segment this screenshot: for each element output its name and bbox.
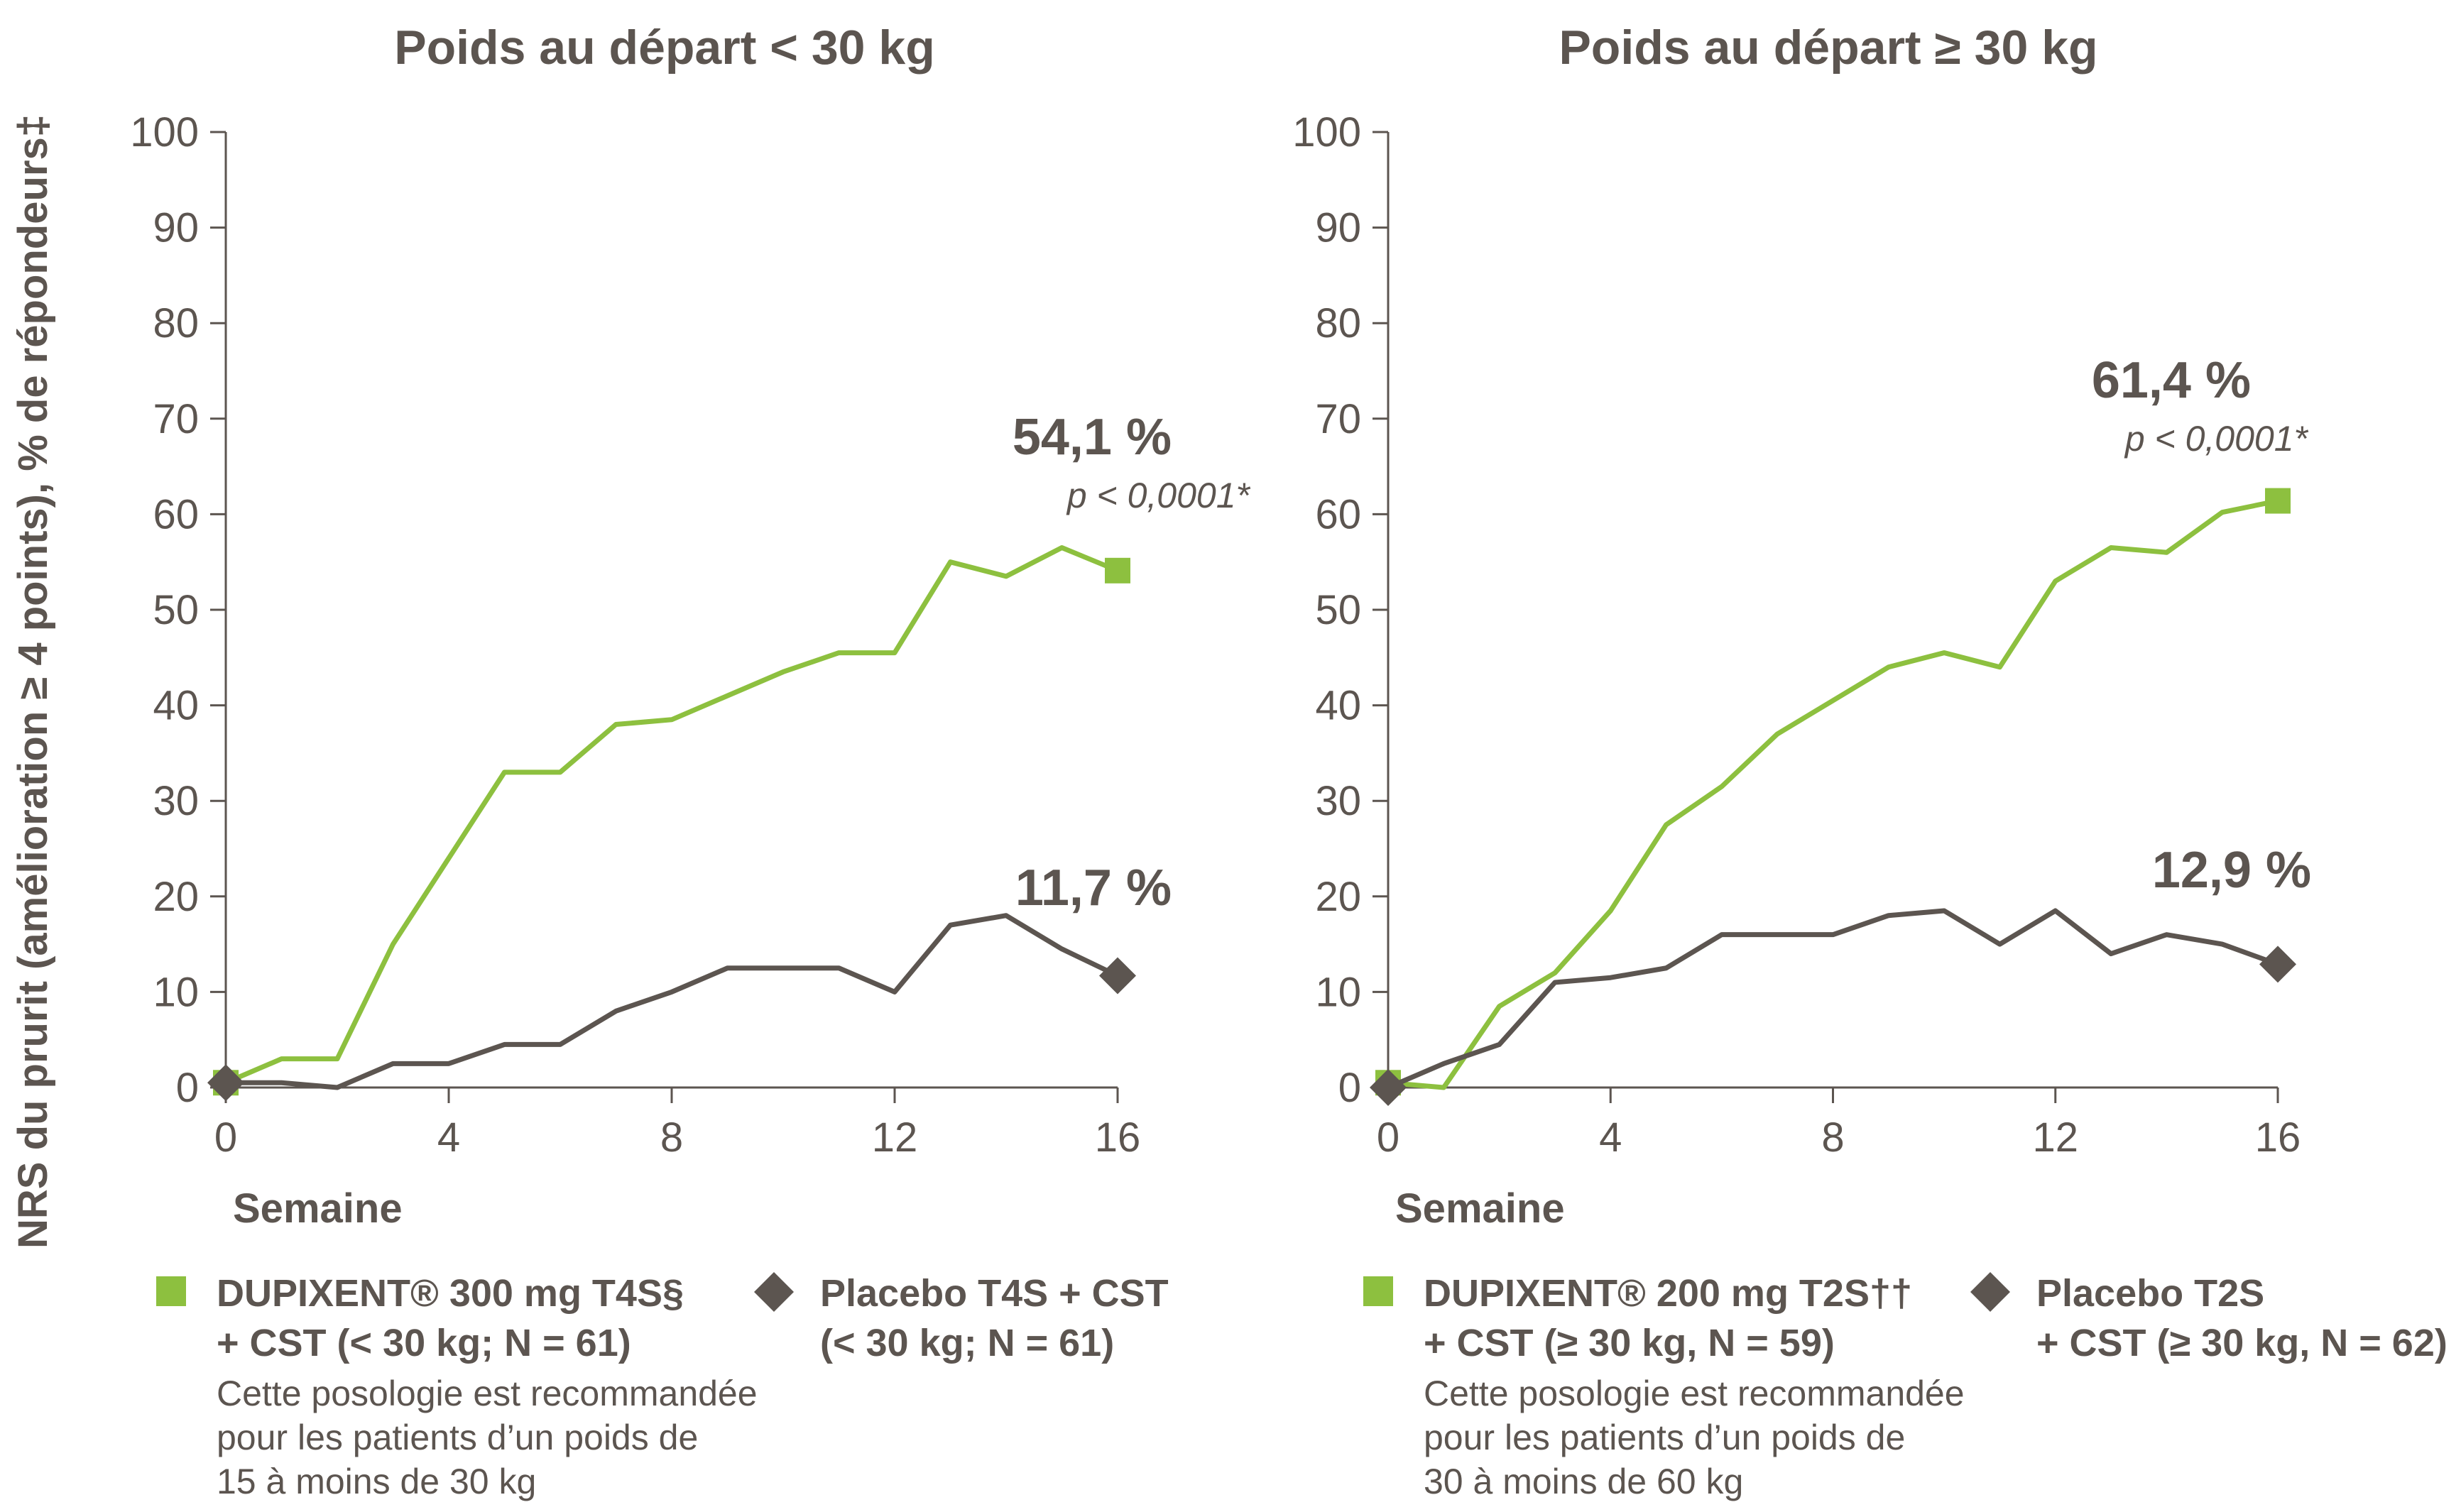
legend-note: 15 à moins de 30 kg [217,1462,536,1501]
y-tick-label: 50 [153,587,199,633]
legend-label: Placebo T4S + CST [820,1272,1169,1315]
legend-swatch-square [1363,1276,1393,1306]
y-tick-label: 30 [1315,778,1361,824]
y-tick-label: 70 [153,396,199,442]
y-tick-label: 0 [176,1065,199,1111]
p-value-annotation: p < 0,0001* [1066,476,1251,515]
legend-swatch-square [156,1276,186,1306]
legend-note: Cette posologie est recommandée [217,1374,758,1413]
legend-note: pour les patients d’un poids de [1424,1418,1905,1457]
legend-note: 30 à moins de 60 kg [1424,1462,1743,1501]
chart-panel-1: Poids au départ < 30 kg01020304050607080… [130,21,1250,1501]
x-axis-label: Semaine [233,1185,403,1232]
legend-label: + CST (≥ 30 kg, N = 62) [2036,1322,2448,1364]
series-line-placebo [226,913,1119,1090]
value-annotation: 54,1 % [1013,409,1172,466]
legend-label: (< 30 kg; N = 61) [820,1322,1114,1364]
value-annotation: 12,9 % [2152,842,2311,899]
data-point-square [2265,488,2291,514]
series-line-dupixent [224,545,1119,1085]
y-axis-label: NRS du prurit (amélioration ≥ 4 points),… [10,114,56,1249]
y-tick-label: 50 [1315,587,1361,633]
y-tick-label: 0 [1338,1065,1361,1111]
y-tick-label: 30 [153,778,199,824]
chart-title: Poids au départ ≥ 30 kg [1559,21,2097,75]
x-tick-label: 4 [1599,1114,1622,1161]
legend-note: pour les patients d’un poids de [217,1418,698,1457]
series-line-dupixent [1387,498,2279,1090]
y-tick-label: 80 [153,300,199,346]
y-tick-label: 100 [1292,109,1361,155]
series-line-placebo [1387,908,2279,1090]
legend-swatch-diamond [754,1272,794,1312]
y-tick-label: 10 [1315,969,1361,1015]
x-tick-label: 0 [214,1114,237,1161]
y-tick-label: 40 [1315,683,1361,729]
x-axis-label: Semaine [1395,1185,1565,1232]
x-tick-label: 16 [2255,1114,2301,1161]
legend-label: + CST (< 30 kg; N = 61) [217,1322,631,1364]
chart-panel-2: Poids au départ ≥ 30 kg01020304050607080… [1292,21,2448,1501]
data-point-diamond [1370,1069,1407,1106]
x-tick-label: 4 [437,1114,460,1161]
value-annotation: 61,4 % [2092,352,2251,409]
y-tick-label: 80 [1315,300,1361,346]
legend-label: Placebo T2S [2036,1272,2264,1315]
x-tick-label: 16 [1095,1114,1141,1161]
y-tick-label: 70 [1315,396,1361,442]
x-tick-label: 8 [1821,1114,1844,1161]
data-point-square [1105,557,1130,584]
legend-label: DUPIXENT® 300 mg T4S§ [217,1272,684,1315]
x-tick-label: 12 [2032,1114,2078,1161]
data-point-diamond [2259,946,2296,983]
y-tick-label: 90 [1315,205,1361,251]
x-tick-label: 0 [1377,1114,1399,1161]
legend-swatch-diamond [1970,1272,2010,1312]
x-tick-label: 8 [660,1114,683,1161]
legend-label: DUPIXENT® 200 mg T2S†† [1424,1272,1912,1315]
p-value-annotation: p < 0,0001* [2124,419,2309,459]
data-point-diamond [207,1064,244,1102]
value-annotation: 11,7 % [1015,860,1172,916]
y-tick-label: 20 [153,874,199,920]
axes [224,132,1118,1089]
x-tick-label: 12 [872,1114,918,1161]
y-tick-label: 100 [130,109,199,155]
y-tick-label: 40 [153,683,199,729]
legend-note: Cette posologie est recommandée [1424,1374,1965,1413]
y-tick-label: 20 [1315,874,1361,920]
legend-label: + CST (≥ 30 kg, N = 59) [1424,1322,1835,1364]
y-tick-label: 10 [153,969,199,1015]
y-tick-label: 60 [153,491,199,537]
chart-title: Poids au départ < 30 kg [394,21,934,75]
data-point-diamond [1099,957,1136,995]
y-tick-label: 60 [1315,491,1361,537]
y-tick-label: 90 [153,205,199,251]
